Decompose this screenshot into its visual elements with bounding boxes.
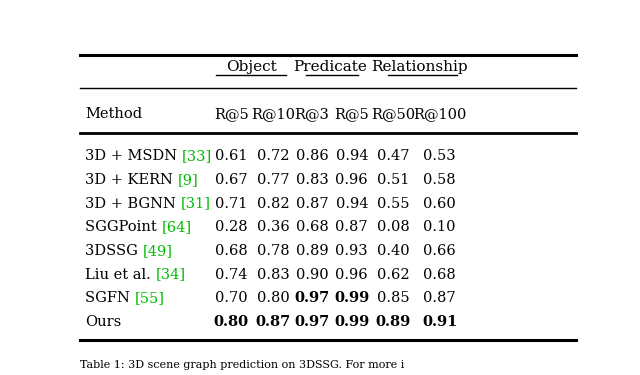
Text: 0.28: 0.28 xyxy=(215,220,248,234)
Text: 0.36: 0.36 xyxy=(257,220,290,234)
Text: SGGPoint: SGGPoint xyxy=(85,220,161,234)
Text: 0.90: 0.90 xyxy=(296,267,328,282)
Text: 0.40: 0.40 xyxy=(377,244,410,258)
Text: 0.87: 0.87 xyxy=(335,220,368,234)
Text: 0.80: 0.80 xyxy=(257,291,290,305)
Text: 0.08: 0.08 xyxy=(377,220,410,234)
Text: 0.10: 0.10 xyxy=(423,220,456,234)
Text: 0.82: 0.82 xyxy=(257,196,290,210)
Text: Object: Object xyxy=(226,60,276,74)
Text: 0.71: 0.71 xyxy=(215,196,248,210)
Text: 0.99: 0.99 xyxy=(334,291,369,305)
Text: 0.96: 0.96 xyxy=(335,267,368,282)
Text: Liu et al.: Liu et al. xyxy=(85,267,156,282)
Text: 0.94: 0.94 xyxy=(335,196,368,210)
Text: 3DSSG: 3DSSG xyxy=(85,244,143,258)
Text: R@100: R@100 xyxy=(413,107,467,121)
Text: [33]: [33] xyxy=(182,149,212,163)
Text: 0.55: 0.55 xyxy=(377,196,410,210)
Text: 0.77: 0.77 xyxy=(257,173,290,187)
Text: 0.66: 0.66 xyxy=(423,244,456,258)
Text: 0.97: 0.97 xyxy=(294,315,330,329)
Text: 0.93: 0.93 xyxy=(335,244,368,258)
Text: 0.91: 0.91 xyxy=(422,315,458,329)
Text: 0.68: 0.68 xyxy=(423,267,456,282)
Text: [34]: [34] xyxy=(156,267,186,282)
Text: R@10: R@10 xyxy=(252,107,296,121)
Text: 0.68: 0.68 xyxy=(215,244,248,258)
Text: [55]: [55] xyxy=(134,291,164,305)
Text: 0.97: 0.97 xyxy=(294,291,330,305)
Text: 0.70: 0.70 xyxy=(215,291,248,305)
Text: 0.68: 0.68 xyxy=(296,220,328,234)
Text: Table 1: 3D scene graph prediction on 3DSSG. For more i: Table 1: 3D scene graph prediction on 3D… xyxy=(80,360,404,370)
Text: 0.51: 0.51 xyxy=(378,173,410,187)
Text: 0.89: 0.89 xyxy=(296,244,328,258)
Text: [64]: [64] xyxy=(161,220,191,234)
Text: 0.87: 0.87 xyxy=(256,315,291,329)
Text: 0.83: 0.83 xyxy=(296,173,328,187)
Text: 3D + MSDN: 3D + MSDN xyxy=(85,149,182,163)
Text: 0.72: 0.72 xyxy=(257,149,290,163)
Text: 0.78: 0.78 xyxy=(257,244,290,258)
Text: R@5: R@5 xyxy=(335,107,369,121)
Text: 0.87: 0.87 xyxy=(296,196,328,210)
Text: Relationship: Relationship xyxy=(371,60,468,74)
Text: Ours: Ours xyxy=(85,315,121,329)
Text: [9]: [9] xyxy=(177,173,198,187)
Text: 0.96: 0.96 xyxy=(335,173,368,187)
Text: 0.87: 0.87 xyxy=(423,291,456,305)
Text: 0.53: 0.53 xyxy=(423,149,456,163)
Text: [31]: [31] xyxy=(180,196,211,210)
Text: 3D + BGNN: 3D + BGNN xyxy=(85,196,180,210)
Text: SGFN: SGFN xyxy=(85,291,134,305)
Text: Predicate: Predicate xyxy=(294,60,367,74)
Text: 0.74: 0.74 xyxy=(215,267,248,282)
Text: 0.86: 0.86 xyxy=(296,149,328,163)
Text: 0.61: 0.61 xyxy=(215,149,248,163)
Text: Method: Method xyxy=(85,107,142,121)
Text: R@50: R@50 xyxy=(371,107,415,121)
Text: 0.80: 0.80 xyxy=(214,315,249,329)
Text: 0.60: 0.60 xyxy=(423,196,456,210)
Text: 0.99: 0.99 xyxy=(334,315,369,329)
Text: 0.83: 0.83 xyxy=(257,267,290,282)
Text: 0.62: 0.62 xyxy=(377,267,410,282)
Text: 0.58: 0.58 xyxy=(423,173,456,187)
Text: 0.85: 0.85 xyxy=(377,291,410,305)
Text: [49]: [49] xyxy=(143,244,172,258)
Text: 0.47: 0.47 xyxy=(377,149,410,163)
Text: 3D + KERN: 3D + KERN xyxy=(85,173,177,187)
Text: 0.89: 0.89 xyxy=(376,315,411,329)
Text: 0.67: 0.67 xyxy=(215,173,248,187)
Text: R@3: R@3 xyxy=(294,107,330,121)
Text: R@5: R@5 xyxy=(214,107,249,121)
Text: 0.94: 0.94 xyxy=(335,149,368,163)
